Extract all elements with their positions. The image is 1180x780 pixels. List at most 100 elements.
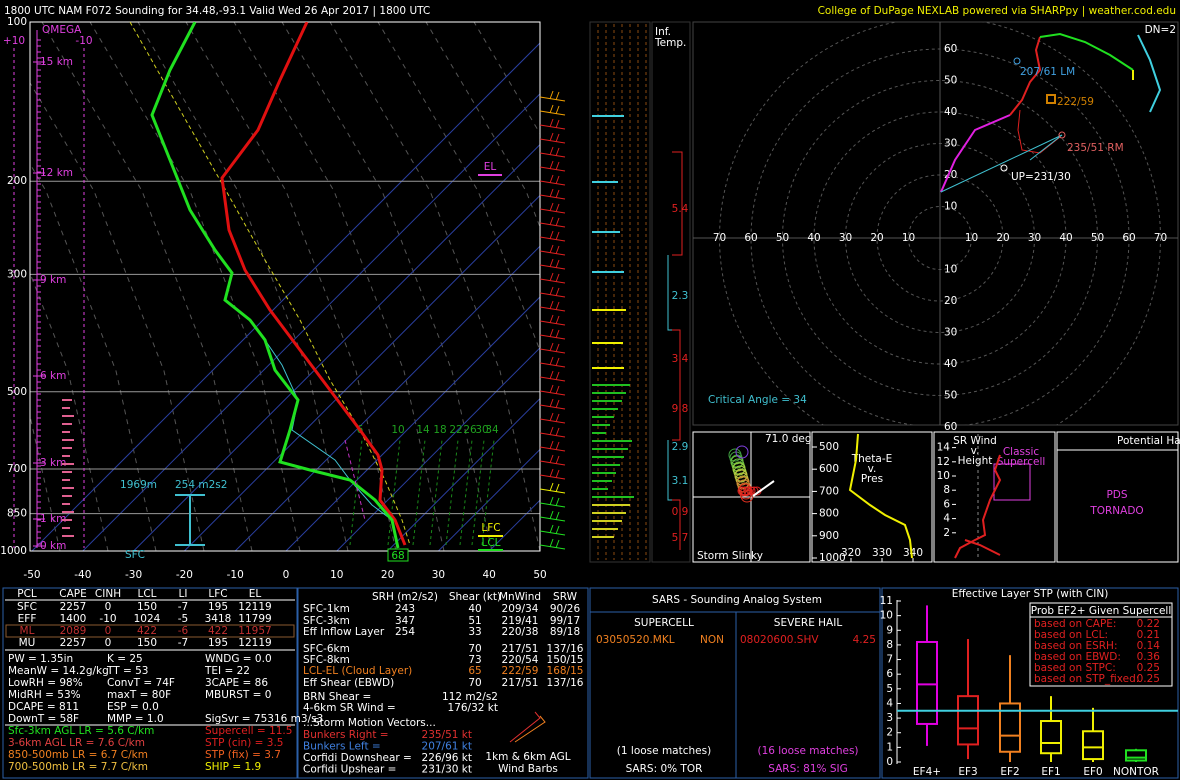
omega-label: -10 [75, 35, 92, 47]
hodo-ring [845, 143, 1035, 333]
barb-caption: Wind Barbs [498, 763, 558, 775]
wind-barb [555, 245, 560, 255]
wind-barb [549, 132, 554, 142]
lm-marker [1013, 57, 1021, 65]
height-label: 0 km [40, 540, 66, 552]
x-tick-label: 320 [841, 547, 861, 559]
wind-barb [555, 357, 560, 367]
isotherm [438, 448, 540, 551]
y-tick-label: 5 [886, 683, 893, 695]
parcel-trace [129, 22, 411, 546]
dry-adiabat [329, 22, 540, 551]
y-tick-label: 7 [886, 654, 893, 666]
panel-title: v. [971, 445, 980, 457]
motion-value: 226/96 kt [422, 752, 472, 764]
inferred-value: 2.3 [672, 290, 689, 302]
table-cell: 90/26 [550, 603, 581, 615]
table-cell: 150 [137, 601, 157, 613]
table-cell: 243 [395, 603, 415, 615]
hodo-ring [782, 80, 1098, 396]
hodo-ring-label: 10 [944, 264, 957, 276]
wind-barb [549, 244, 554, 254]
dry-adiabat [281, 22, 493, 551]
hodo-ring [908, 206, 972, 270]
isotherm [133, 143, 540, 551]
wind-barb [555, 525, 560, 535]
critical-angle-line [940, 134, 1063, 193]
inferred-seg [667, 440, 672, 501]
isotherm [336, 347, 540, 551]
x-tick-label: -20 [176, 569, 193, 581]
mixing-ratio-label: 34 [485, 424, 499, 436]
table-cell: Eff Inflow Layer [303, 626, 385, 638]
omega-label: +10 [3, 35, 25, 47]
wind-barb [539, 306, 566, 312]
sars-panel [589, 587, 881, 779]
wind-barb [555, 175, 560, 185]
wind-barb [539, 418, 566, 424]
mixing-ratio-label: 14 [416, 424, 430, 436]
wind-barb [549, 412, 554, 422]
table-header: CAPE [59, 588, 86, 600]
slinky-ring [743, 486, 753, 496]
mixing-ratio-label: 18 [433, 424, 446, 436]
index-value: DownT = 58F [8, 713, 79, 725]
prob-value: 0.21 [1137, 629, 1160, 641]
wind-barb [549, 230, 554, 240]
dry-adiabat [425, 22, 540, 229]
up-marker [1000, 164, 1008, 172]
inferred-value: 3.1 [672, 475, 689, 487]
table-cell: 168/15 [547, 665, 584, 677]
table-cell: 222/59 [502, 665, 539, 677]
inferred-value: 2.9 [672, 441, 689, 453]
wind-barb [549, 398, 554, 408]
credit: College of DuPage NEXLAB powered via SHA… [818, 5, 1176, 17]
lfc-label: LFC [481, 522, 500, 534]
hazard-frame [1056, 431, 1179, 563]
sfc-box [387, 548, 409, 562]
wind-barb [539, 390, 566, 396]
hodo-trace-12 [1137, 34, 1162, 113]
mixing-ratio-line [459, 439, 473, 546]
wind-barb [539, 404, 566, 410]
kinematics-panel [297, 587, 589, 779]
sars-loose: (16 loose matches) [757, 745, 858, 757]
x-tick-label: EF2 [1000, 766, 1019, 778]
y-tick-label: 300 [7, 268, 27, 280]
lapse-rate: 700-500mb LR = 7.7 C/km [8, 761, 148, 773]
motion-label: Bunkers Left = [303, 741, 381, 753]
sr-box [993, 463, 1031, 501]
hodo-ring-label: 70 [713, 232, 726, 244]
mixing-ratio-line [445, 439, 459, 546]
hodo-ring-label: 20 [944, 295, 957, 307]
mean-label: 222/59 [1057, 96, 1094, 108]
wind-barb [539, 432, 566, 438]
dry-adiabat [30, 271, 109, 551]
hodo-ring [750, 48, 1130, 425]
y-tick-label: 600 [819, 463, 839, 475]
height-label: 9 km [40, 274, 66, 286]
table-header: LFC [208, 588, 227, 600]
table-cell: 11957 [238, 625, 271, 637]
barb-caption: 1km & 6km AGL [485, 751, 570, 763]
isotherm [31, 42, 540, 551]
panel-title: Theta-E [851, 453, 893, 465]
y-tick-label: 0 [886, 756, 893, 768]
table-cell: SFC-8km [303, 654, 350, 666]
inferred-value: 5.4 [672, 203, 689, 215]
wind-barb [539, 194, 566, 200]
wind-barb [539, 348, 566, 354]
table-cell: 12119 [238, 601, 271, 613]
hodo-ring-label: 40 [944, 106, 957, 118]
y-tick-label: 3 [886, 712, 893, 724]
inferred-seg [667, 255, 672, 331]
lapse-rate: Sfc-3km AGL LR = 5.6 C/km [8, 725, 154, 737]
rm-label: 235/51 RM [1067, 142, 1124, 154]
wind-barb [539, 236, 566, 242]
wind-barb [539, 474, 566, 480]
y-tick-label: 800 [819, 508, 839, 520]
srwind-trace [954, 454, 1002, 559]
wind-barb [549, 538, 554, 548]
hodo-ring-label: 10 [902, 232, 915, 244]
dry-adiabat [30, 413, 61, 551]
